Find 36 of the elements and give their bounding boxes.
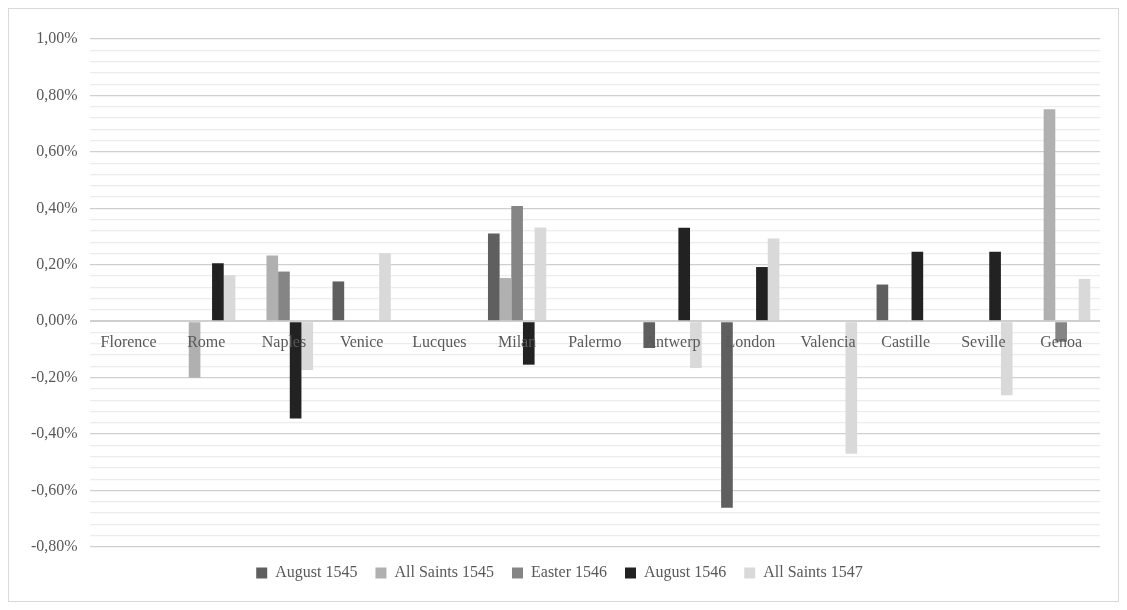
y-tick-label: 1,00% (36, 29, 78, 47)
y-tick-label: 0,40% (36, 198, 78, 216)
x-tick-label: Lucques (412, 333, 467, 352)
bar (487, 233, 500, 321)
x-tick-label: Venice (339, 333, 384, 351)
x-tick-label: Palermo (568, 333, 622, 351)
bar (876, 284, 889, 321)
legend-label: Easter 1546 (531, 563, 607, 581)
x-tick-label: Castille (881, 333, 931, 351)
y-tick-label: 0,00% (36, 311, 78, 329)
x-tick-label: Florence (100, 333, 157, 351)
y-tick-label: 0,20% (36, 254, 78, 272)
bar (511, 206, 523, 321)
y-tick-label: -0,20% (31, 367, 78, 385)
bar (278, 271, 290, 321)
bar (1043, 109, 1056, 321)
y-tick-label: 0,80% (36, 85, 78, 103)
x-tick-label: Rome (187, 333, 226, 351)
y-tick-label: 0,60% (36, 142, 78, 160)
bar (989, 251, 1001, 321)
y-tick-label: -0,80% (31, 537, 78, 555)
bar (756, 267, 768, 321)
bar (266, 255, 279, 321)
x-tick-label: Valencia (800, 333, 856, 351)
legend-label: All Saints 1545 (394, 563, 495, 581)
bar (499, 278, 512, 321)
bar (332, 281, 345, 321)
bar (911, 251, 924, 321)
legend-label: August 1545 (275, 563, 358, 582)
y-tick-label: -0,40% (31, 424, 78, 442)
legend-label: All Saints 1547 (763, 563, 863, 581)
bar (212, 263, 224, 321)
legend-label: August 1546 (643, 563, 727, 582)
x-tick-label: Seville (961, 333, 1006, 351)
bar (678, 227, 691, 321)
y-tick-label: -0,60% (31, 480, 78, 498)
